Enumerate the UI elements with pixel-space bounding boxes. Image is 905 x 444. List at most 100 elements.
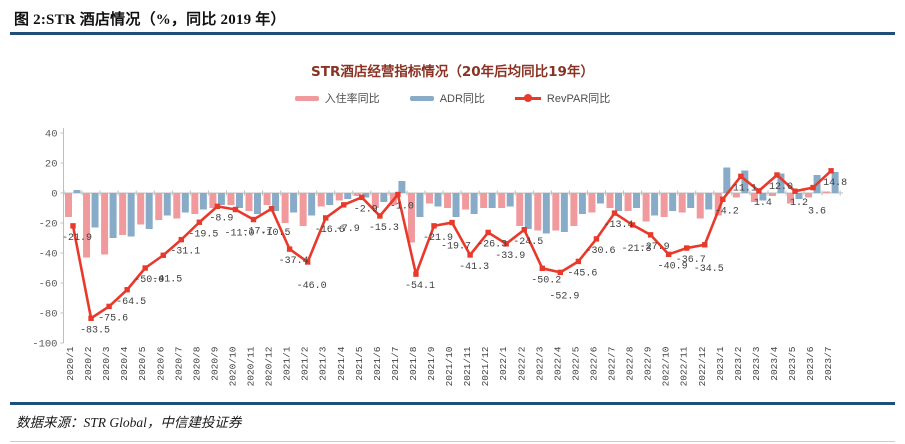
- x-tick-label: 2022/3: [534, 346, 545, 381]
- revpar-marker: [539, 265, 545, 271]
- revpar-marker: [720, 196, 726, 202]
- revpar-data-label: 3.6: [808, 207, 826, 218]
- revpar-marker: [485, 229, 491, 236]
- revpar-data-label: -64.5: [116, 297, 146, 308]
- x-tick-label: 2022/4: [552, 346, 563, 381]
- x-tick-label: 2022/8: [625, 346, 636, 381]
- revpar-data-label: -54.1: [405, 281, 435, 292]
- y-tick-label: -20: [39, 219, 58, 231]
- revpar-marker: [810, 184, 816, 191]
- header-divider: [10, 32, 895, 35]
- revpar-data-label: -1.0: [390, 202, 414, 213]
- legend-item-occupancy: 入住率同比: [294, 90, 380, 106]
- occupancy-bar: [606, 193, 614, 208]
- adr-bar: [831, 172, 839, 193]
- x-tick-label: 2021/3: [318, 346, 329, 381]
- x-tick-label: 2020/7: [173, 347, 184, 381]
- y-tick-label: -40: [39, 249, 58, 261]
- occupancy-bar: [696, 193, 704, 219]
- occupancy-bar: [137, 193, 145, 225]
- revpar-marker: [124, 287, 130, 293]
- x-tick-label: 2020/6: [155, 346, 166, 381]
- revpar-marker: [738, 173, 744, 180]
- revpar-marker: [449, 219, 455, 226]
- adr-bar: [416, 193, 424, 217]
- revpar-marker: [557, 269, 564, 276]
- revpar-marker: [142, 265, 148, 271]
- occupancy-bar: [823, 191, 831, 193]
- adr-bar: [669, 193, 677, 211]
- y-tick-label: 20: [45, 159, 58, 171]
- revpar-marker: [88, 315, 94, 321]
- x-tick-label: 2023/3: [751, 346, 762, 381]
- data-source: 数据来源：STR Global，中信建投证券: [16, 415, 242, 430]
- occupancy-bar: [588, 193, 596, 213]
- revpar-marker: [286, 246, 293, 252]
- occupancy-bar: [209, 193, 217, 208]
- figure-caption: 图 2:STR 酒店情况（%，同比 2019 年）: [14, 12, 286, 28]
- revpar-data-label: -7.9: [336, 224, 360, 235]
- adr-bar: [615, 193, 622, 211]
- adr-bar: [145, 193, 153, 229]
- legend-item-adr: ADR同比: [409, 90, 485, 106]
- occupancy-bar: [462, 193, 470, 210]
- revpar-marker: [106, 303, 112, 310]
- adr-bar: [452, 193, 460, 217]
- adr-bar: [723, 167, 731, 193]
- adr-bar: [109, 193, 117, 238]
- revpar-data-label: -10.5: [261, 228, 291, 239]
- adr-bar: [254, 193, 261, 214]
- revpar-data-label: -75.6: [98, 313, 128, 324]
- revpar-marker: [756, 188, 762, 194]
- revpar-data-label: -19.5: [188, 229, 218, 240]
- occupancy-bar: [570, 193, 578, 226]
- x-tick-label: 2022/9: [643, 346, 654, 381]
- occupancy-bar: [678, 193, 686, 213]
- x-tick-label: 2021/5: [354, 346, 365, 381]
- revpar-data-label: -50.2: [531, 275, 561, 286]
- revpar-marker: [395, 191, 401, 198]
- occupancy-bar: [173, 193, 181, 219]
- adr-bar: [470, 193, 478, 214]
- occupancy-bar: [805, 193, 813, 198]
- occupancy-bar: [768, 193, 776, 196]
- occupancy-bar: [732, 193, 740, 198]
- revpar-marker: [250, 216, 257, 223]
- revpar-marker: [665, 251, 672, 258]
- revpar-marker: [359, 194, 365, 201]
- x-tick-label: 2021/6: [372, 346, 383, 381]
- occupancy-bar: [83, 193, 91, 258]
- occupancy-bar: [480, 193, 488, 208]
- adr-bar: [542, 193, 550, 234]
- occupancy-bar: [353, 193, 361, 196]
- x-tick-label: 2021/4: [336, 346, 347, 381]
- occupancy-bar: [750, 193, 758, 202]
- revpar-data-label: 14.8: [823, 178, 847, 189]
- adr-bar: [344, 193, 352, 199]
- revpar-data-label: 1.4: [754, 198, 772, 209]
- revpar-marker: [593, 236, 600, 242]
- x-tick-label: 2020/12: [264, 346, 275, 386]
- occupancy-bar: [660, 193, 668, 217]
- occupancy-bar: [407, 193, 415, 243]
- revpar-data-label: -41.3: [459, 262, 489, 273]
- adr-bar: [687, 193, 695, 208]
- revpar-data-label: -16.6: [315, 225, 345, 236]
- revpar-data-label: -37.4: [279, 256, 309, 267]
- adr-bar: [308, 193, 316, 216]
- revpar-data-label: -4.2: [715, 206, 739, 217]
- x-tick-label: 2022/10: [661, 346, 672, 386]
- adr-bar: [163, 193, 171, 216]
- x-tick-label: 2020/4: [119, 346, 130, 381]
- x-tick-label: 2023/1: [715, 346, 726, 381]
- revpar-marker: [304, 259, 311, 265]
- x-tick-label: 2021/9: [426, 346, 437, 381]
- occupancy-bar: [227, 193, 235, 205]
- revpar-data-label: -41.5: [152, 274, 182, 285]
- occupancy-bar: [101, 193, 109, 255]
- adr-bar: [326, 193, 334, 205]
- revpar-marker: [684, 245, 690, 251]
- adr-bar: [741, 170, 749, 193]
- adr-bar: [705, 193, 713, 210]
